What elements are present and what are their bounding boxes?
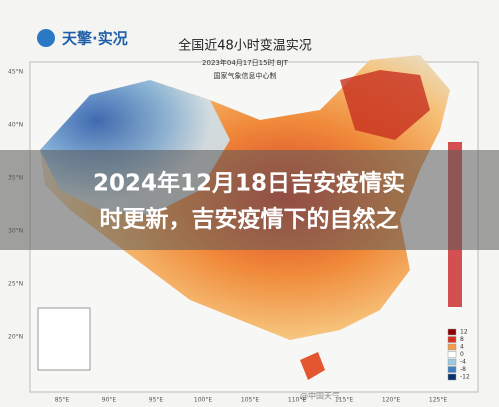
legend-label: -4: [460, 359, 466, 366]
latitude-label: 25°N: [8, 281, 23, 288]
legend-swatch: [447, 373, 457, 381]
longitude-label: 90°E: [102, 397, 117, 404]
legend-swatch: [447, 336, 457, 343]
longitude-label: 115°E: [335, 397, 353, 404]
longitude-label: 110°E: [288, 397, 306, 404]
watermark: @中国天气: [300, 391, 340, 401]
latitude-label: 35°N: [8, 175, 23, 182]
map-title: 全国近48小时变温实况: [178, 38, 312, 54]
longitude-label: 100°E: [194, 397, 212, 404]
logo: 天擎·实况: [62, 30, 128, 48]
longitude-label: 125°E: [429, 397, 447, 404]
overlay-title-line: 时更新，吉安疫情下的自然之: [100, 206, 399, 233]
inset-map: [37, 307, 91, 371]
latitude-label: 20°N: [8, 334, 23, 341]
legend-swatch: [447, 328, 457, 336]
map-island: [300, 352, 325, 380]
legend-label: 0: [460, 351, 464, 358]
longitude-label: 95°E: [149, 397, 164, 404]
overlay-title-line: 2024年12月18日吉安疫情实: [93, 170, 405, 197]
legend-label: 8: [460, 336, 464, 343]
map-hot-region: [340, 70, 430, 140]
latitude-label: 30°N: [8, 228, 23, 235]
legend-swatch: [447, 351, 457, 358]
legend-label: 12: [460, 329, 468, 336]
title-band: [0, 150, 499, 250]
map-time: 2023年04月17日15时 BJT: [202, 58, 289, 67]
legend-swatch: [447, 366, 457, 373]
longitude-label: 120°E: [382, 397, 400, 404]
legend-label: -8: [460, 366, 466, 373]
legend-label: 4: [460, 344, 464, 351]
logo-icon: [37, 29, 55, 47]
legend-swatch: [447, 358, 457, 366]
latitude-label: 45°N: [8, 69, 23, 76]
longitude-label: 105°E: [241, 397, 259, 404]
latitude-label: 40°N: [8, 122, 23, 129]
longitude-label: 85°E: [55, 397, 70, 404]
legend-swatch: [447, 343, 457, 351]
legend-label: -12: [460, 374, 470, 381]
map-source: 国家气象信息中心制: [214, 71, 277, 80]
